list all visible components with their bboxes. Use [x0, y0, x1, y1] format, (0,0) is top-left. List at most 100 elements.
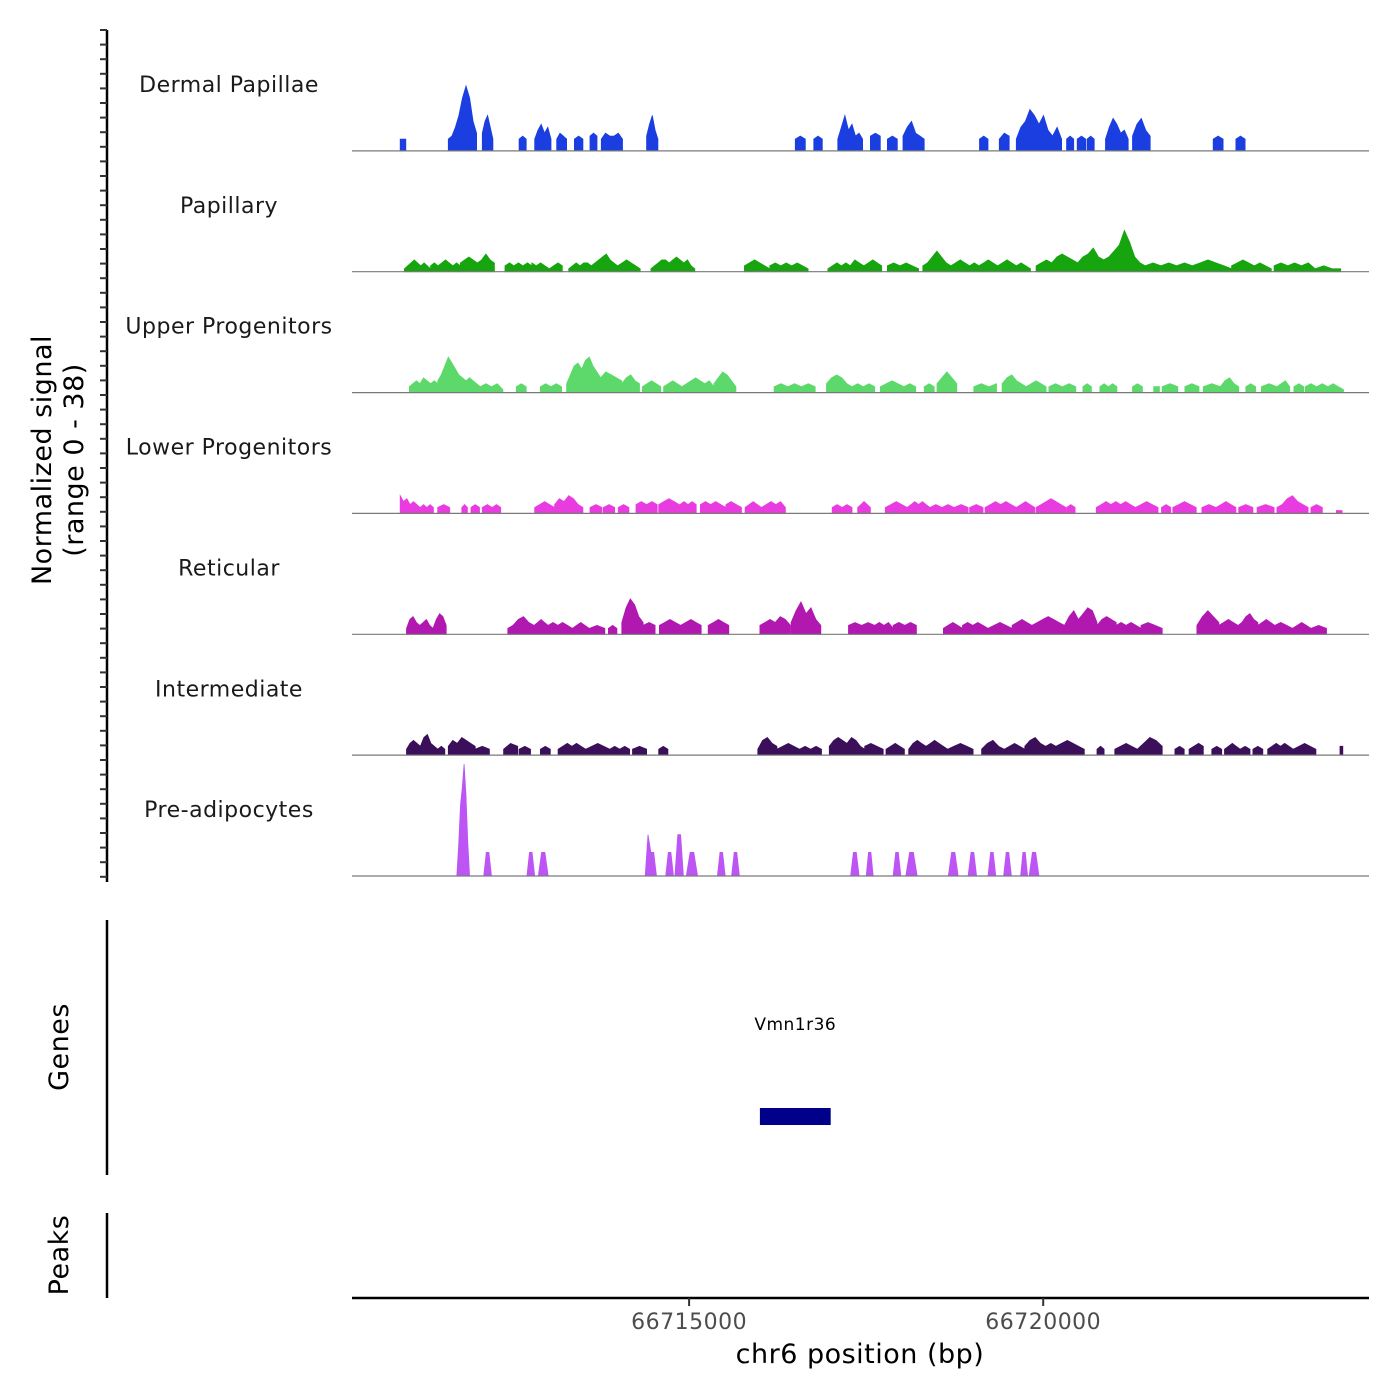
signal-region-intermediate	[1292, 742, 1317, 756]
x-tick-label: 66715000	[631, 1310, 747, 1335]
signal-region-papillary	[827, 259, 883, 273]
signal-region-lower-progenitors	[1172, 501, 1197, 514]
signal-region-papillary	[531, 262, 563, 273]
y-axis-title-line1: Normalized signal	[27, 335, 58, 585]
signal-region-reticular	[642, 622, 656, 635]
signal-region-intermediate	[1055, 739, 1085, 756]
track-label-lower-progenitors: Lower Progenitors	[126, 436, 332, 461]
signal-region-lower-progenitors	[1015, 501, 1036, 514]
signal-region-lower-progenitors	[1035, 498, 1067, 514]
signal-region-intermediate	[609, 745, 630, 756]
signal-region-papillary	[769, 262, 809, 273]
signal-region-upper-progenitors	[773, 383, 816, 393]
x-tick-label: 66720000	[985, 1310, 1101, 1335]
signal-region-papillary	[1144, 259, 1232, 273]
signal-region-dermal-papillae	[870, 132, 881, 152]
signal-region-lower-progenitors	[857, 501, 871, 514]
track-reticular: Reticular	[178, 556, 1369, 635]
signal-region-reticular	[680, 619, 702, 635]
signal-region-lower-progenitors	[635, 501, 658, 514]
signal-region-papillary	[1273, 262, 1316, 273]
signal-region-lower-progenitors	[1276, 495, 1309, 514]
signal-region-dermal-papillae	[646, 115, 659, 152]
signal-region-lower-progenitors	[831, 504, 853, 514]
track-label-papillary: Papillary	[180, 194, 278, 219]
signal-region-dermal-papillae	[1066, 135, 1075, 152]
signal-region-intermediate	[799, 745, 822, 756]
signal-region-pre-adipocytes	[456, 763, 471, 877]
signal-region-dermal-papillae	[1086, 135, 1095, 152]
signal-region-dermal-papillae	[534, 123, 552, 152]
signal-region-intermediate	[1339, 745, 1344, 756]
genes-panel-title: Genes	[44, 1003, 75, 1091]
signal-region-upper-progenitors	[540, 383, 562, 393]
signal-region-dermal-papillae	[1235, 135, 1246, 152]
track-lower-progenitors: Lower Progenitors	[126, 436, 1369, 515]
gene-label-vmn1r36: Vmn1r36	[754, 1015, 836, 1035]
track-label-upper-progenitors: Upper Progenitors	[125, 315, 332, 340]
signal-region-reticular	[892, 622, 917, 635]
signal-region-intermediate	[406, 733, 446, 756]
signal-region-dermal-papillae	[481, 114, 494, 152]
gene-annotations: Vmn1r36	[754, 1015, 836, 1125]
signal-region-intermediate	[1137, 737, 1163, 756]
signal-region-lower-progenitors	[554, 495, 584, 514]
signal-region-upper-progenitors	[973, 383, 997, 393]
coverage-y-ticks	[100, 29, 107, 878]
signal-region-upper-progenitors	[879, 380, 917, 393]
signal-region-upper-progenitors	[851, 383, 876, 393]
track-label-reticular: Reticular	[178, 556, 280, 581]
signal-region-upper-progenitors	[663, 377, 715, 393]
signal-region-papillary	[568, 253, 618, 273]
signal-region-dermal-papillae	[1212, 135, 1224, 152]
signal-region-dermal-papillae	[600, 132, 623, 152]
track-label-intermediate: Intermediate	[155, 677, 303, 702]
signal-region-intermediate	[947, 742, 974, 756]
signal-region-dermal-papillae	[1076, 135, 1087, 152]
signal-region-dermal-papillae	[447, 84, 477, 152]
signal-region-papillary	[617, 259, 641, 273]
signal-region-dermal-papillae	[979, 135, 989, 152]
signal-region-papillary	[1035, 229, 1146, 273]
signal-region-dermal-papillae	[1105, 117, 1129, 152]
signal-region-papillary	[887, 262, 919, 273]
signal-region-upper-progenitors	[1048, 383, 1077, 393]
signal-region-lower-progenitors	[658, 498, 680, 514]
signal-region-dermal-papillae	[794, 135, 806, 152]
track-upper-progenitors: Upper Progenitors	[125, 315, 1369, 394]
signal-region-dermal-papillae	[1132, 117, 1151, 152]
track-papillary: Papillary	[180, 194, 1369, 273]
signal-region-papillary	[504, 262, 533, 273]
coverage-tracks: Dermal Papillae Papillary Upper Progenitor…	[125, 73, 1369, 877]
signal-region-upper-progenitors	[713, 371, 737, 393]
signal-region-reticular	[406, 613, 447, 635]
gene-body-vmn1r36	[759, 1108, 831, 1125]
signal-region-upper-progenitors	[437, 356, 481, 393]
signal-region-upper-progenitors	[936, 371, 958, 393]
track-pre-adipocytes: Pre-adipocytes	[144, 763, 1369, 877]
signal-region-dermal-papillae	[837, 113, 863, 152]
signal-region-papillary	[650, 256, 696, 273]
signal-region-dermal-papillae	[1015, 108, 1062, 152]
signal-region-dermal-papillae	[813, 135, 823, 152]
signal-region-upper-progenitors	[1099, 383, 1118, 393]
signal-region-upper-progenitors	[642, 380, 662, 393]
track-label-dermal-papillae: Dermal Papillae	[139, 73, 319, 98]
signal-region-upper-progenitors	[1219, 377, 1240, 393]
track-intermediate: Intermediate	[155, 677, 1369, 756]
signal-region-dermal-papillae	[399, 138, 407, 152]
signal-region-intermediate	[885, 742, 905, 756]
signal-region-upper-progenitors	[1153, 386, 1160, 393]
signal-region-upper-progenitors	[1025, 380, 1047, 393]
signal-region-lower-progenitors	[679, 501, 697, 514]
signal-region-reticular	[790, 600, 822, 635]
signal-region-lower-progenitors	[1215, 501, 1237, 514]
signal-region-dermal-papillae	[518, 135, 527, 152]
signal-region-papillary	[460, 253, 495, 273]
signal-region-lower-progenitors	[1134, 501, 1159, 514]
x-axis-ticks: 66715000 66720000	[631, 1298, 1101, 1335]
signal-region-dermal-papillae	[589, 132, 598, 152]
signal-region-papillary	[922, 250, 1031, 273]
